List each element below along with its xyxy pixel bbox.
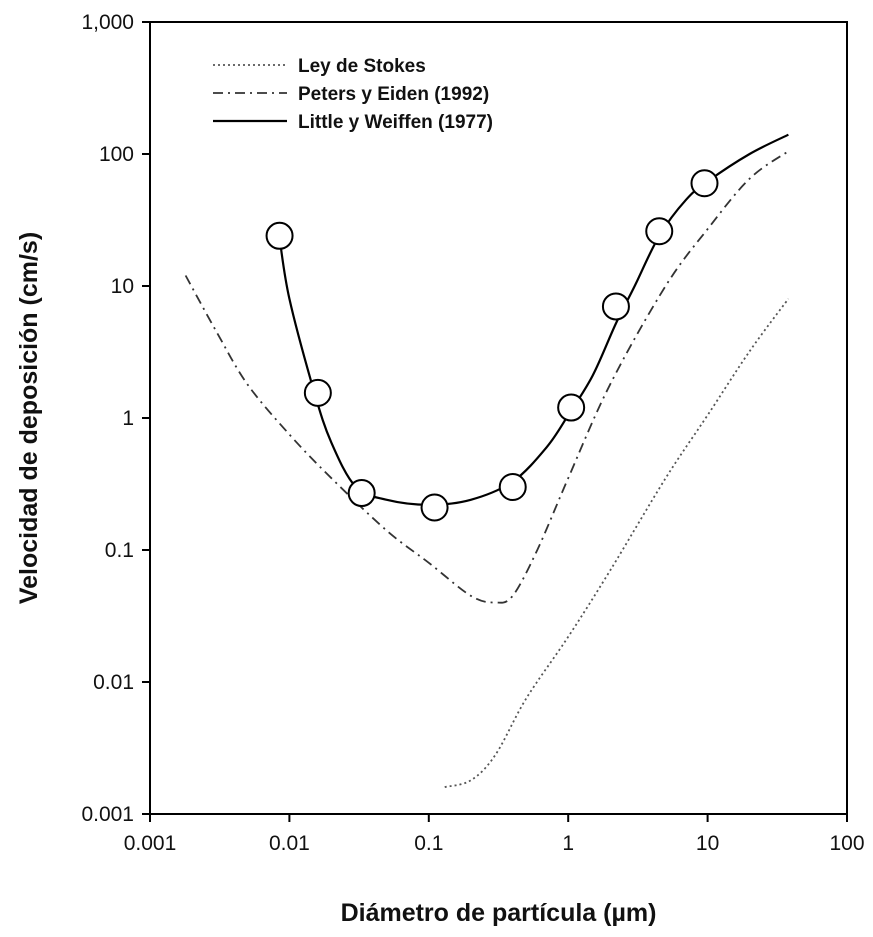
y-tick-label: 1: [122, 407, 134, 430]
data-point-marker: [601, 292, 630, 321]
plot-frame: [149, 21, 848, 815]
data-point-marker: [303, 378, 332, 407]
x-tick-label: 100: [829, 832, 864, 855]
y-tick-label: 0.001: [81, 803, 134, 826]
y-tick-label: 0.1: [105, 539, 134, 562]
x-tick-label: 1: [562, 832, 574, 855]
x-tick-label: 0.01: [269, 832, 310, 855]
y-tick-label: 10: [111, 275, 134, 298]
y-tick-label: 0.01: [93, 671, 134, 694]
legend-label: Ley de Stokes: [298, 56, 426, 77]
legend-label: Little y Weiffen (1977): [298, 112, 493, 133]
axes-group: 0.001 0.01 0.1 1 10 100 0.001 0.01 0.1 1 10 100 1,00…: [81, 11, 864, 855]
y-axis-title: Velocidad de deposición (cm/s): [15, 232, 43, 604]
y-tick-label: 1,000: [81, 11, 134, 34]
legend-label: Peters y Eiden (1992): [298, 84, 489, 105]
series-group: [184, 133, 790, 788]
data-point-marker: [645, 217, 674, 246]
data-point-marker: [557, 393, 586, 422]
data-point-marker: [420, 493, 449, 522]
series-line-peters-y-eiden-1992: [184, 150, 789, 604]
data-point-marker: [265, 221, 294, 250]
y-tick-label: 100: [99, 143, 134, 166]
series-line-little-y-weiffen-1977: [278, 133, 789, 506]
x-axis-title: Diámetro de partícula (µm): [341, 899, 657, 927]
x-tick-label: 0.1: [414, 832, 443, 855]
series-line-ley-de-stokes: [444, 298, 790, 788]
data-point-marker: [690, 169, 719, 198]
x-tick-label: 0.001: [124, 832, 177, 855]
x-tick-label: 10: [696, 832, 719, 855]
data-point-marker: [347, 479, 376, 508]
data-point-marker: [498, 473, 527, 502]
legend: Ley de Stokes Peters y Eiden (1992) Little…: [213, 56, 493, 133]
